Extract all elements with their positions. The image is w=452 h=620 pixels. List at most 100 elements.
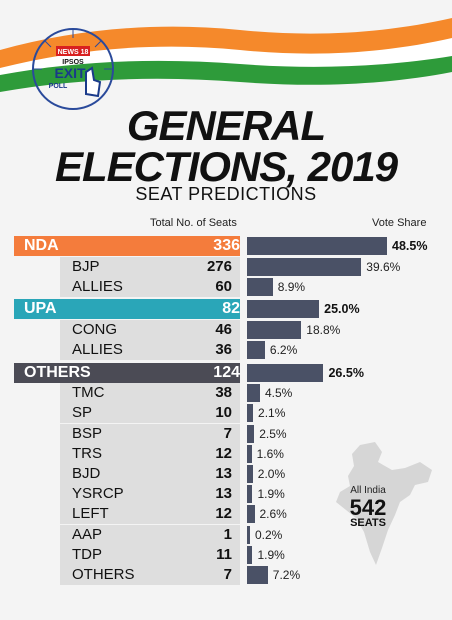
seat-count: 60 <box>215 278 232 295</box>
vote-share-bar <box>247 546 253 564</box>
vote-share-label: 1.6% <box>256 447 284 461</box>
row-background <box>60 320 240 340</box>
vote-share-label: 18.8% <box>306 323 341 337</box>
seat-count: 13 <box>215 465 232 482</box>
vote-share-bar <box>247 505 255 523</box>
row-label: NDA <box>24 237 59 254</box>
seat-count: 82 <box>222 300 240 317</box>
party-row: CONG 46 18.8% <box>0 320 452 340</box>
news18-exit-poll-logo: NEWS 18 IPSOS EXIT POLL <box>32 28 114 110</box>
vote-share-label: 2.6% <box>259 507 287 521</box>
row-label: ALLIES <box>72 278 123 295</box>
vote-share-label: 2.0% <box>257 467 286 481</box>
svg-text:IPSOS: IPSOS <box>62 59 84 66</box>
party-row: TMC 38 4.5% <box>0 383 452 403</box>
vote-share-label: 0.2% <box>255 528 283 542</box>
row-background <box>60 277 240 297</box>
vote-share-bar <box>247 485 253 503</box>
seat-count: 46 <box>215 321 232 338</box>
svg-text:EXIT: EXIT <box>54 65 86 81</box>
row-label: LEFT <box>72 505 109 522</box>
vote-share-bar <box>247 384 260 402</box>
seat-count: 7 <box>223 566 232 583</box>
vote-share-bar <box>247 465 253 483</box>
vote-share-bar <box>247 321 302 339</box>
vote-share-bar <box>247 445 252 463</box>
map-caption-line1: All India <box>350 485 386 496</box>
party-row: TRS 12 1.6% <box>0 444 452 464</box>
row-background <box>60 545 240 565</box>
vote-share-bar <box>247 364 324 382</box>
seat-count: 36 <box>215 341 232 358</box>
seat-count: 13 <box>215 485 232 502</box>
row-background <box>60 444 240 464</box>
vote-share-bar <box>247 404 254 422</box>
page-title-line2: ELECTIONS, 2019 <box>54 143 398 190</box>
vote-share-label: 6.2% <box>269 343 298 357</box>
seat-count: 276 <box>206 258 232 275</box>
svg-text:POLL: POLL <box>49 83 68 90</box>
seat-count: 7 <box>223 425 232 442</box>
seat-count: 12 <box>215 505 232 522</box>
vote-share-bar <box>247 237 387 255</box>
vote-share-bar <box>247 425 255 443</box>
row-background <box>14 236 240 256</box>
page-subtitle: SEAT PREDICTIONS <box>135 184 317 204</box>
seats-column-header: Total No. of Seats <box>150 217 237 229</box>
seat-count: 12 <box>215 445 232 462</box>
party-row: BJD 13 2.0% <box>0 464 452 484</box>
seat-count: 1 <box>223 526 232 543</box>
vote-share-label: 48.5% <box>392 239 428 253</box>
row-label: BJD <box>72 465 101 482</box>
party-row: ALLIES 60 8.9% <box>0 277 452 297</box>
row-label: TMC <box>72 384 105 401</box>
row-label: ALLIES <box>72 341 123 358</box>
vote-share-label: 8.9% <box>277 280 306 294</box>
group-row-nda: NDA 336 48.5% <box>0 236 452 256</box>
vote-share-label: 2.5% <box>259 427 287 441</box>
row-label: OTHERS <box>72 566 135 583</box>
vote-share-column-header: Vote Share <box>372 217 427 229</box>
vote-share-label: 2.1% <box>258 406 286 420</box>
row-label: YSRCP <box>72 485 124 502</box>
party-row: SP 10 2.1% <box>0 403 452 423</box>
row-background <box>60 484 240 504</box>
vote-share-bar <box>247 258 362 276</box>
row-label: OTHERS <box>24 364 91 381</box>
party-row: YSRCP 13 1.9% <box>0 484 452 504</box>
vote-share-bar <box>247 566 268 584</box>
vote-share-bar <box>247 278 273 296</box>
seat-count: 38 <box>215 384 232 401</box>
vote-share-label: 25.0% <box>324 302 360 316</box>
party-row: ALLIES 36 6.2% <box>0 340 452 360</box>
row-background <box>60 424 240 444</box>
svg-text:NEWS 18: NEWS 18 <box>58 49 89 56</box>
row-background <box>60 403 240 423</box>
vote-share-bar <box>247 300 320 318</box>
party-row: OTHERS 7 7.2% <box>0 565 452 585</box>
party-row: TDP 11 1.9% <box>0 545 452 565</box>
vote-share-label: 39.6% <box>366 260 401 274</box>
vote-share-label: 1.9% <box>257 548 285 562</box>
row-background <box>60 565 240 585</box>
row-label: CONG <box>72 321 117 338</box>
vote-share-label: 4.5% <box>264 386 293 400</box>
row-background <box>60 464 240 484</box>
party-row: BSP 7 2.5% <box>0 424 452 444</box>
group-row-upa: UPA 82 25.0% <box>0 299 452 319</box>
seat-count: 336 <box>213 237 240 254</box>
row-background <box>14 363 240 383</box>
row-label: TDP <box>72 546 102 563</box>
row-background <box>14 299 240 319</box>
row-background <box>60 340 240 360</box>
vote-share-bar <box>247 341 265 359</box>
map-caption-total: 542 <box>349 495 387 520</box>
seat-count: 124 <box>213 364 240 381</box>
row-label: AAP <box>72 526 103 543</box>
row-background <box>60 383 240 403</box>
group-row-others: OTHERS 124 26.5% <box>0 363 452 383</box>
map-caption-line3: SEATS <box>350 517 386 529</box>
india-map-graphic <box>336 442 432 565</box>
vote-share-bar <box>247 526 250 544</box>
party-row: AAP 1 0.2% <box>0 525 452 545</box>
